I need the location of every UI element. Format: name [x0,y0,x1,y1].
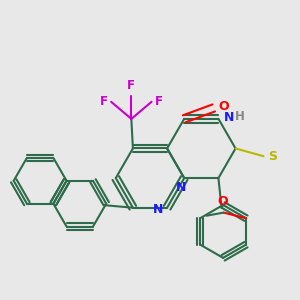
Text: N: N [224,111,234,124]
Text: N: N [176,181,186,194]
Text: O: O [218,100,229,113]
Text: F: F [155,95,163,108]
Text: O: O [218,195,228,208]
Text: F: F [127,79,135,92]
Text: F: F [99,95,107,108]
Text: S: S [268,150,277,163]
Text: N: N [153,203,164,216]
Text: H: H [235,110,245,123]
